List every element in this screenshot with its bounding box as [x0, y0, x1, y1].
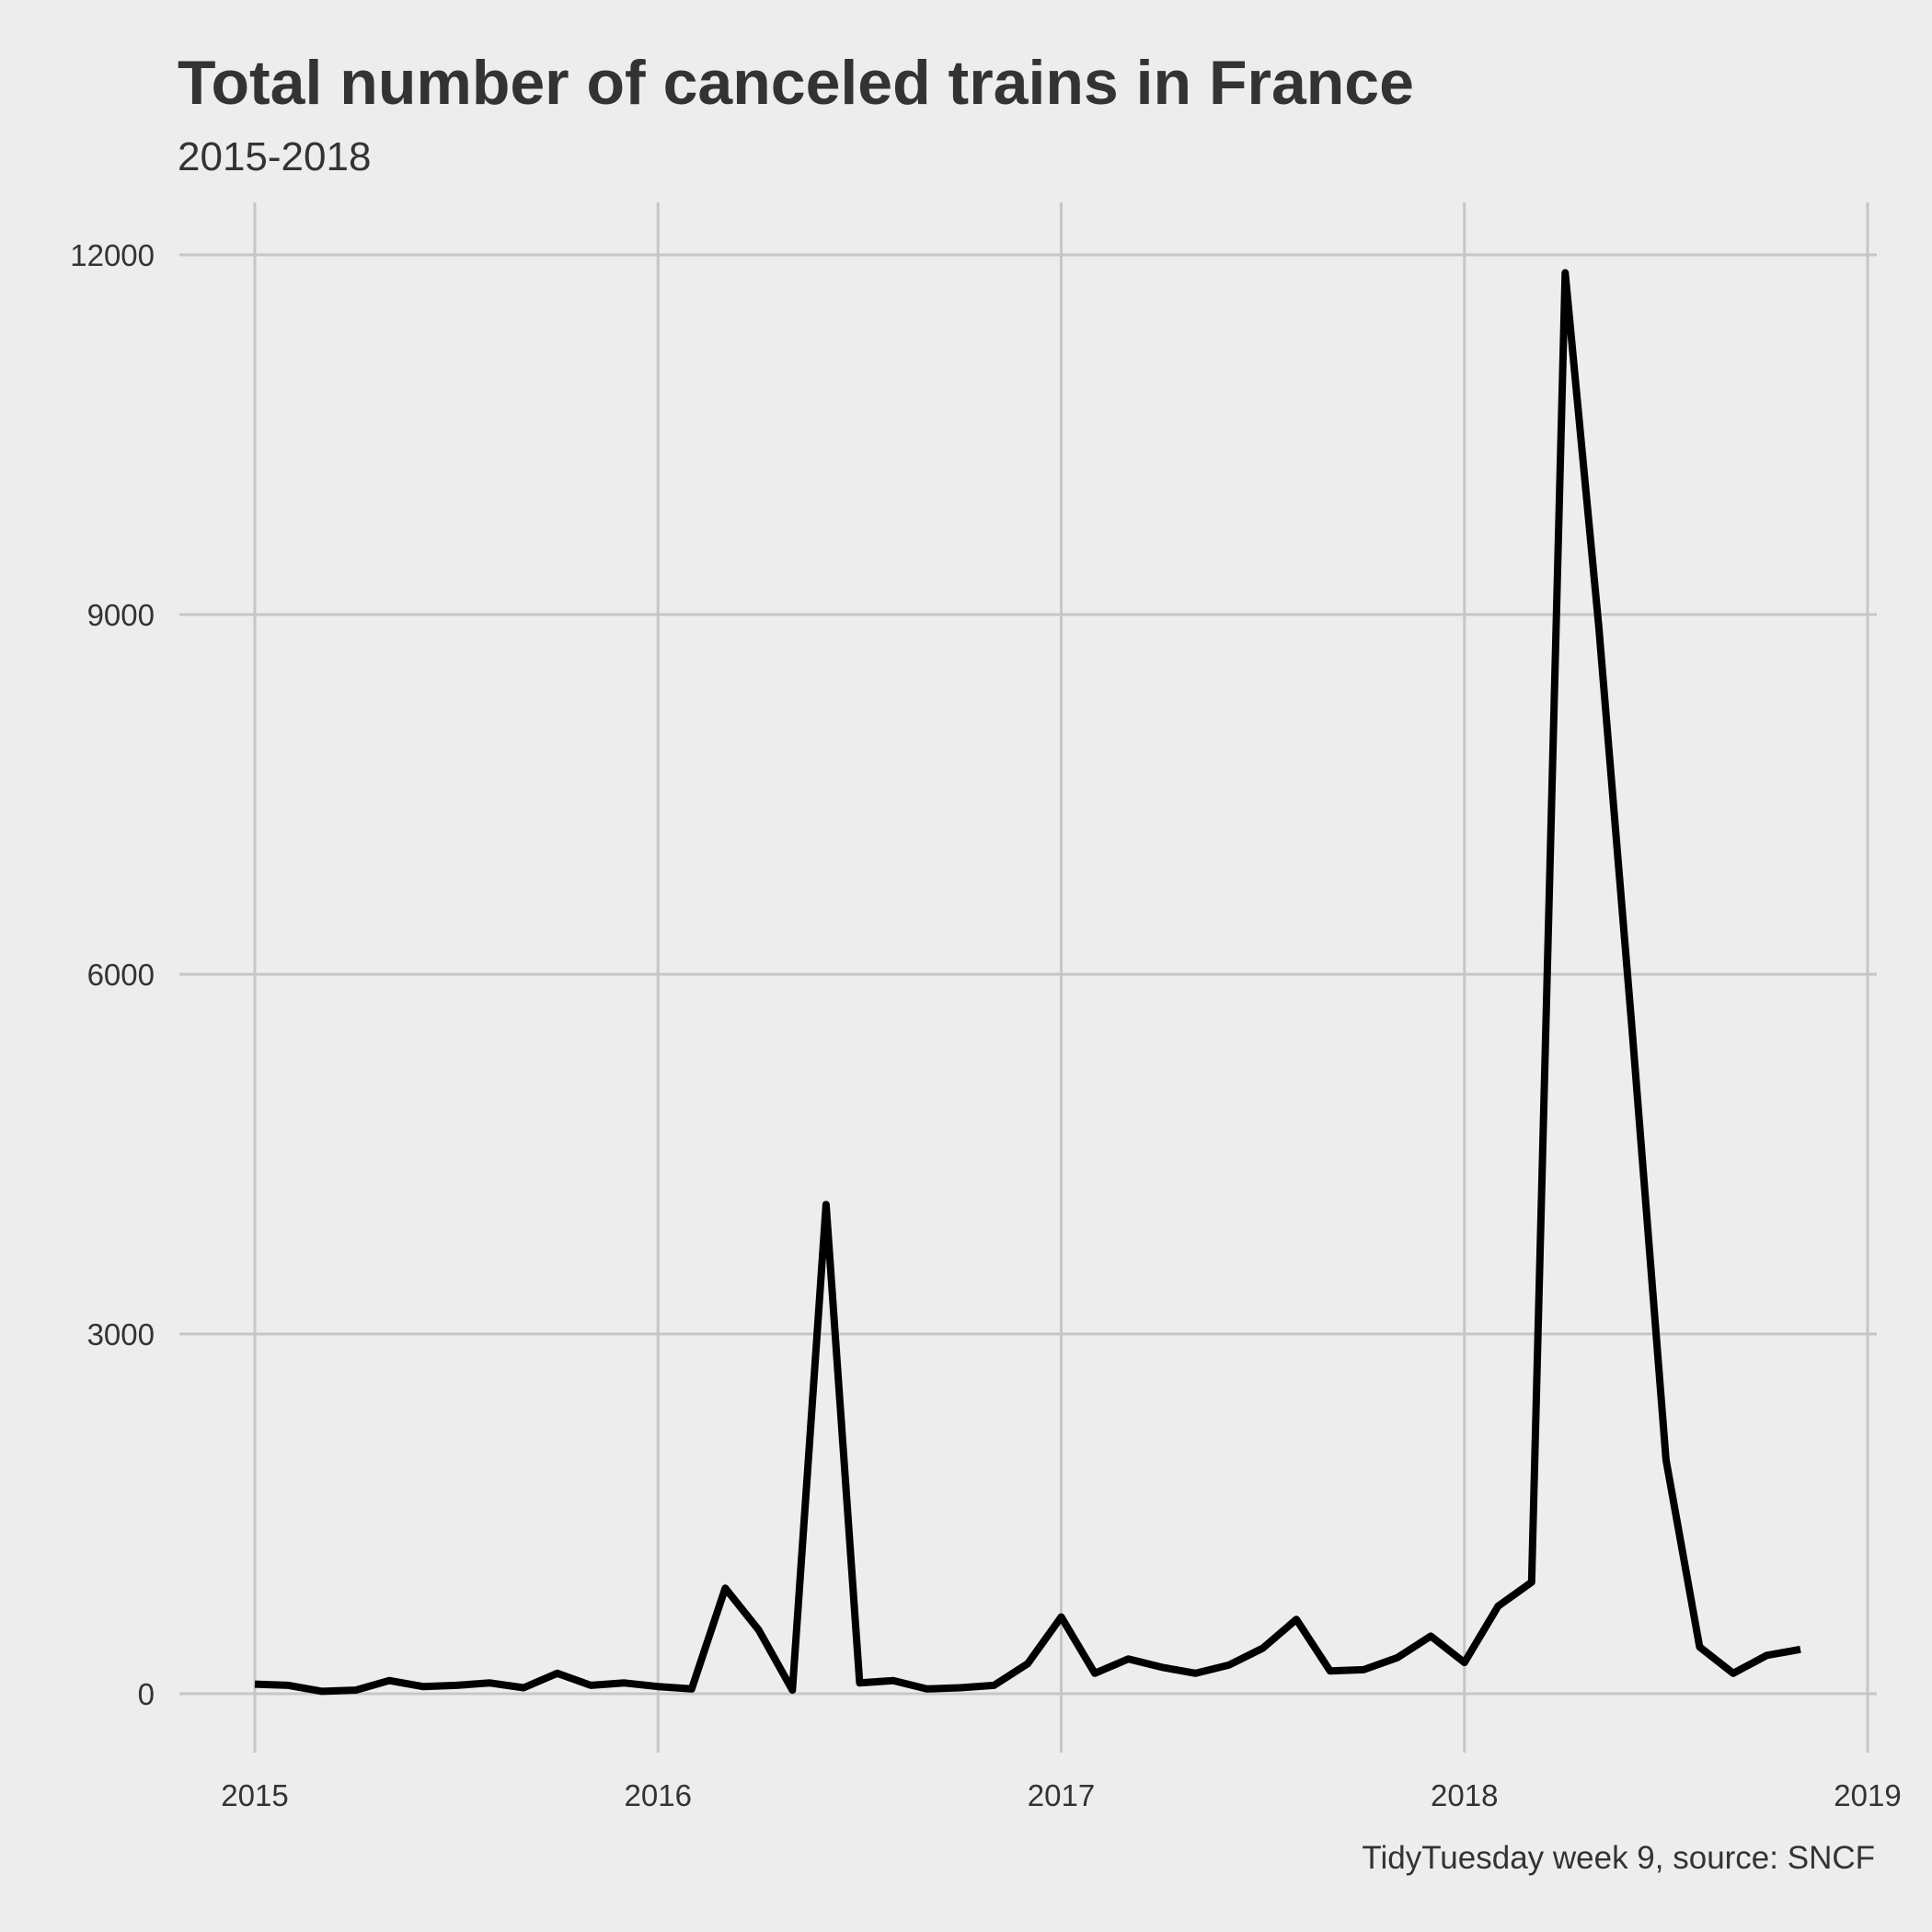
chart-subtitle: 2015-2018 [178, 134, 371, 179]
y-tick-label: 9000 [87, 598, 155, 632]
x-tick-label: 2017 [1028, 1778, 1095, 1812]
x-tick-label: 2015 [221, 1778, 288, 1812]
x-tick-label: 2018 [1431, 1778, 1498, 1812]
x-tick-label: 2019 [1834, 1778, 1901, 1812]
y-tick-label: 12000 [70, 238, 155, 272]
chart-caption: TidyTuesday week 9, source: SNCF [1362, 1840, 1875, 1876]
y-tick-label: 0 [138, 1677, 155, 1711]
series-line [254, 269, 1801, 1696]
x-tick-label: 2016 [625, 1778, 692, 1812]
x-axis-tick-labels: 2015 2016 2017 2018 2019 [221, 1778, 1901, 1812]
series-layer [254, 269, 1801, 1696]
grid [179, 202, 1877, 1753]
y-tick-label: 6000 [87, 958, 155, 992]
chart-title: Total number of canceled trains in Franc… [178, 48, 1414, 118]
y-tick-label: 3000 [87, 1317, 155, 1351]
y-axis-tick-labels: 0 3000 6000 9000 12000 [70, 238, 155, 1711]
